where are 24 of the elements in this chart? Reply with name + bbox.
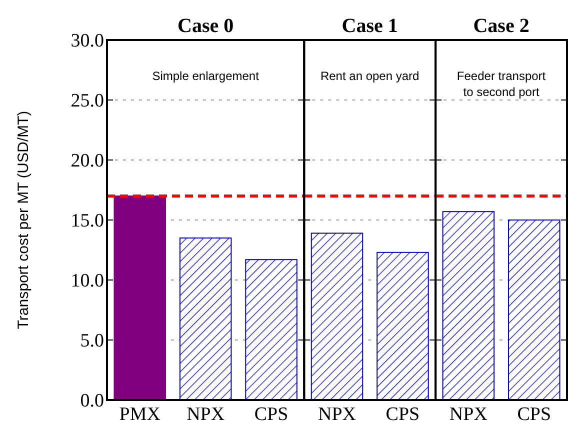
x-tick-label: NPX (449, 404, 488, 425)
chart-title: Case 1 (342, 15, 398, 37)
bar (245, 259, 298, 400)
bar (179, 238, 232, 400)
x-tick-label: NPX (318, 404, 356, 425)
x-tick-label: PMX (119, 404, 161, 425)
y-tick-label: 30.0 (70, 30, 104, 52)
x-tick-label: CPS (254, 404, 288, 425)
annotation: Feeder transport to second port (456, 69, 546, 99)
bar (114, 196, 166, 400)
x-tick-label: NPX (186, 404, 225, 425)
chart-title: Case 2 (473, 15, 530, 37)
x-tick-label: CPS (517, 404, 552, 425)
y-tick-label: 15.0 (70, 210, 104, 232)
y-tick-label: 5.0 (80, 330, 104, 352)
x-tick-label: CPS (386, 404, 420, 425)
y-tick-label: 10.0 (70, 270, 104, 292)
annotation: Rent an open yard (320, 69, 420, 83)
annotation: Simple enlargement (152, 69, 260, 83)
y-axis-title: Transport cost per MT (USD/MT) (15, 110, 32, 330)
y-tick-label: 20.0 (70, 150, 104, 172)
y-tick-label: 25.0 (70, 90, 104, 112)
chart-title: Case 0 (178, 15, 234, 37)
y-tick-label: 0.0 (80, 390, 104, 412)
